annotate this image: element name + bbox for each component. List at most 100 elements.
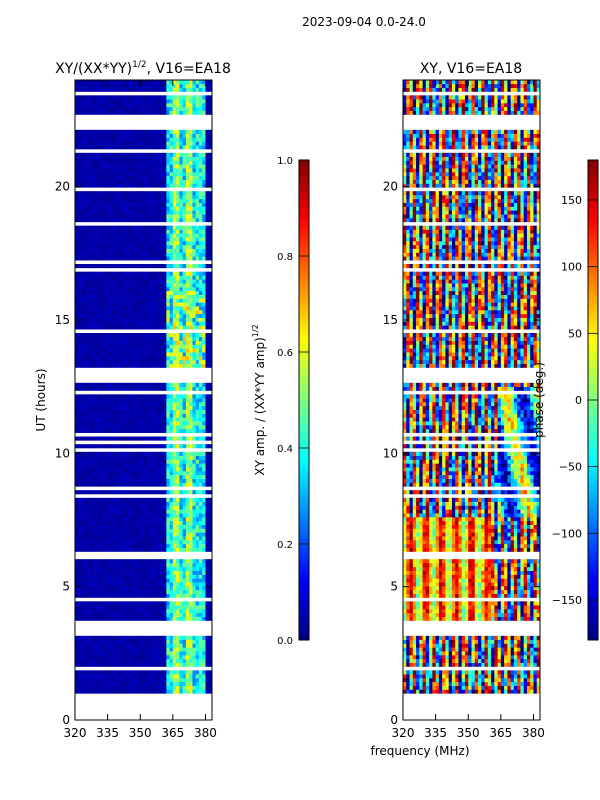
heatmap-cell xyxy=(156,413,161,418)
heatmap-cell xyxy=(91,559,95,564)
heatmap-cell xyxy=(130,156,135,161)
heatmap-cell xyxy=(84,233,89,238)
heatmap-cell xyxy=(107,191,112,196)
heatmap-cell xyxy=(123,509,128,514)
heatmap-cell xyxy=(205,298,210,303)
heatmap-cell xyxy=(97,589,102,594)
panel1-heatmap xyxy=(75,80,212,694)
heatmap-cell xyxy=(78,290,82,295)
heatmap-cell xyxy=(172,198,177,203)
heatmap-cell xyxy=(88,145,92,150)
heatmap-cell xyxy=(163,287,167,292)
heatmap-cell xyxy=(107,490,112,495)
heatmap-cell xyxy=(195,237,200,242)
heatmap-cell xyxy=(81,574,86,579)
heatmap-cell xyxy=(101,471,105,476)
heatmap-cell xyxy=(91,275,95,280)
heatmap-cell xyxy=(156,237,161,242)
heatmap-cell xyxy=(185,566,190,571)
heatmap-cell xyxy=(91,302,95,307)
heatmap-cell xyxy=(101,674,105,679)
heatmap-cell xyxy=(192,421,197,426)
heatmap-cell xyxy=(189,651,193,656)
heatmap-cell xyxy=(153,428,157,433)
heatmap-cell xyxy=(104,497,109,502)
heatmap-cell xyxy=(208,685,212,690)
heatmap-cell xyxy=(123,283,128,288)
heatmap-cell xyxy=(182,359,187,364)
heatmap-cell xyxy=(75,252,79,257)
heatmap-cell xyxy=(166,674,170,679)
heatmap-cell xyxy=(156,336,161,341)
heatmap-cell xyxy=(153,444,157,449)
heatmap-cell xyxy=(182,183,187,188)
heatmap-cell xyxy=(153,386,157,391)
heatmap-cell xyxy=(198,287,203,292)
heatmap-cell xyxy=(208,191,212,196)
heatmap-cell xyxy=(91,678,95,683)
heatmap-cell xyxy=(172,294,177,299)
heatmap-cell xyxy=(185,344,190,349)
heatmap-cell xyxy=(114,202,118,207)
heatmap-cell xyxy=(140,306,144,311)
heatmap-cell xyxy=(110,517,115,522)
heatmap-cell xyxy=(130,490,135,495)
heatmap-cell xyxy=(163,647,167,652)
heatmap-cell xyxy=(140,175,144,180)
heatmap-cell xyxy=(114,543,118,548)
heatmap-cell xyxy=(182,536,187,541)
heatmap-cell xyxy=(195,681,200,686)
heatmap-cell xyxy=(179,279,184,284)
heatmap-cell xyxy=(75,582,79,587)
heatmap-cell xyxy=(91,252,95,257)
heatmap-cell xyxy=(153,655,157,660)
heatmap-cell xyxy=(133,294,138,299)
heatmap-cell xyxy=(78,152,82,157)
heatmap-cell xyxy=(107,198,112,203)
heatmap-cell xyxy=(75,271,79,276)
heatmap-cell xyxy=(84,359,89,364)
heatmap-cell xyxy=(176,152,180,157)
heatmap-cell xyxy=(97,183,102,188)
heatmap-cell xyxy=(127,198,131,203)
heatmap-cell xyxy=(156,685,161,690)
heatmap-cell xyxy=(198,536,203,541)
heatmap-cell xyxy=(120,363,125,368)
heatmap-cell xyxy=(166,589,170,594)
heatmap-cell xyxy=(133,279,138,284)
heatmap-cell xyxy=(176,532,180,537)
heatmap-cell xyxy=(159,241,164,246)
heatmap-cell xyxy=(107,302,112,307)
heatmap-cell xyxy=(169,497,174,502)
heatmap-cell xyxy=(153,474,157,479)
heatmap-cell xyxy=(123,689,128,694)
heatmap-cell xyxy=(172,543,177,548)
heatmap-cell xyxy=(94,681,99,686)
heatmap-cell xyxy=(143,635,148,640)
heatmap-cell xyxy=(185,152,190,157)
heatmap-cell xyxy=(136,517,141,522)
heatmap-cell xyxy=(84,497,89,502)
heatmap-cell xyxy=(101,398,105,403)
heatmap-cell xyxy=(91,662,95,667)
heatmap-cell xyxy=(172,647,177,652)
heatmap-cell xyxy=(136,386,141,391)
heatmap-cell xyxy=(94,501,99,506)
heatmap-cell xyxy=(78,605,82,610)
heatmap-cell xyxy=(159,156,164,161)
heatmap-cell xyxy=(205,674,210,679)
heatmap-cell xyxy=(133,616,138,621)
heatmap-cell xyxy=(133,248,138,253)
heatmap-cell xyxy=(205,333,210,338)
heatmap-cell xyxy=(123,662,128,667)
heatmap-cell xyxy=(202,405,206,410)
heatmap-cell xyxy=(163,168,167,173)
heatmap-cell xyxy=(182,152,187,157)
heatmap-cell xyxy=(81,662,86,667)
heatmap-cell xyxy=(159,674,164,679)
heatmap-cell xyxy=(185,651,190,656)
heatmap-cell xyxy=(130,175,135,180)
heatmap-cell xyxy=(120,294,125,299)
heatmap-cell xyxy=(202,421,206,426)
heatmap-cell xyxy=(150,593,154,598)
